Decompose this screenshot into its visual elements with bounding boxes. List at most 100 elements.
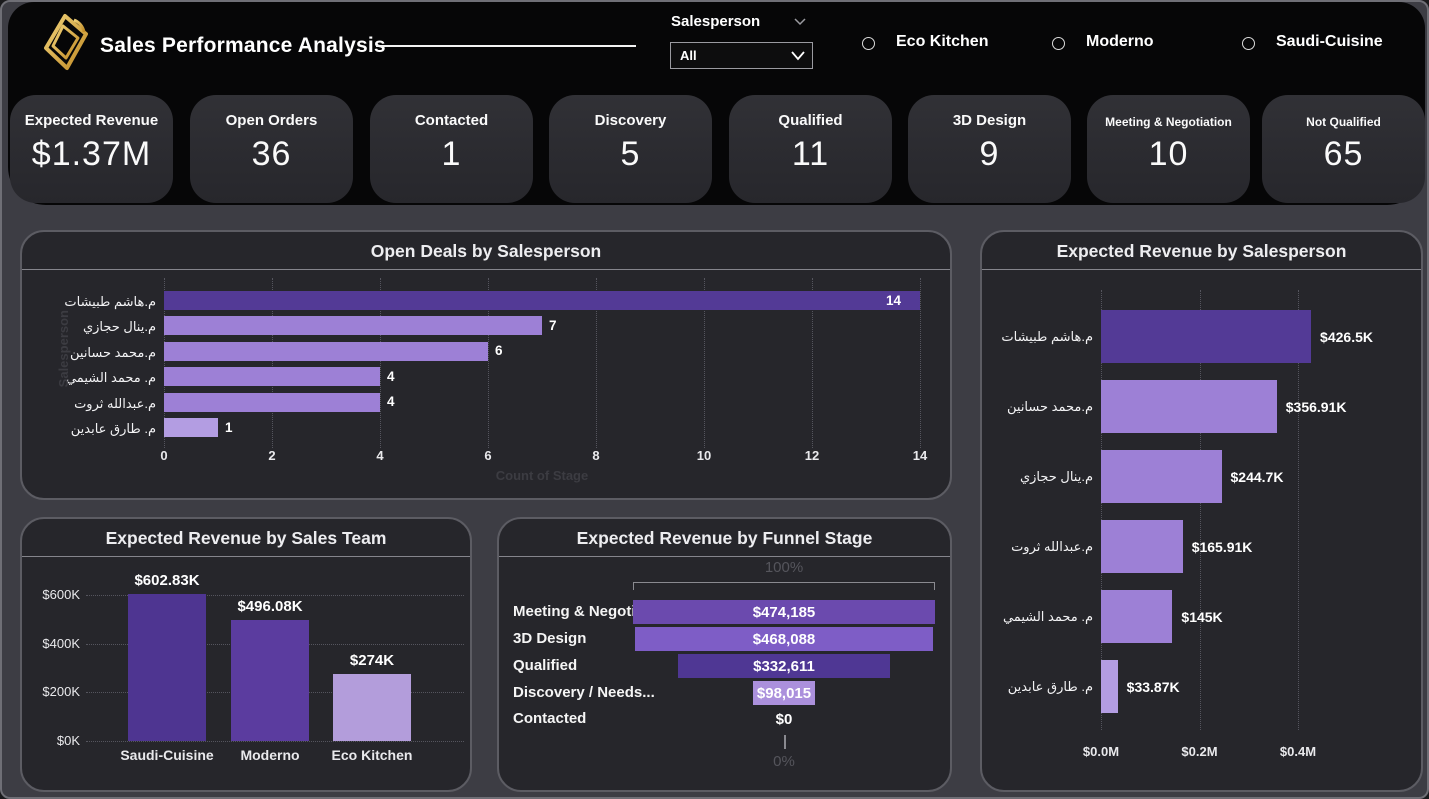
bar-value-label: 4	[387, 368, 395, 384]
funnel-top-percent: 100%	[764, 559, 804, 576]
x-axis-title: Count of Stage	[495, 468, 589, 483]
kpi-card-1[interactable]: Open Orders 36	[190, 95, 353, 203]
kpi-card-4[interactable]: Qualified 11	[729, 95, 892, 203]
funnel-value-label: $0	[775, 710, 793, 728]
gridline	[704, 278, 705, 448]
category-label: م. طارق عابدين	[70, 421, 156, 436]
y-tick-label: $400K	[42, 635, 80, 651]
gridline	[812, 278, 813, 448]
kpi-value: $1.37M	[31, 135, 152, 173]
gridline	[1101, 290, 1102, 730]
funnel-stage-label: Meeting & Negoti...	[513, 603, 648, 620]
category-label: Saudi-Cuisine	[120, 747, 214, 763]
x-tick-label: 8	[592, 448, 600, 463]
bar-1[interactable]	[1101, 380, 1277, 433]
kpi-value: 9	[979, 135, 1000, 173]
kpi-value: 5	[620, 135, 641, 173]
y-axis-title: Salesperson	[56, 310, 71, 388]
radio-icon[interactable]	[862, 37, 875, 50]
team-option-eco-kitchen[interactable]: Eco Kitchen	[862, 32, 1002, 56]
team-option-label: Eco Kitchen	[896, 33, 989, 50]
page-title: Sales Performance Analysis	[100, 34, 386, 57]
panel-revenue-by-team: Expected Revenue by Sales Team $0K $200K $…	[20, 517, 472, 792]
kpi-value: 11	[791, 135, 830, 173]
bar-2[interactable]	[164, 341, 488, 361]
x-tick-label: 4	[376, 448, 384, 463]
x-tick-label: 6	[484, 448, 492, 463]
kpi-card-0[interactable]: Expected Revenue $1.37M	[10, 95, 173, 203]
category-label: Eco Kitchen	[331, 747, 413, 763]
chart-title: Open Deals by Salesperson	[22, 232, 950, 270]
category-label: م.ينال حجازي	[82, 319, 156, 335]
gridline	[380, 278, 381, 448]
x-tick-label: 14	[912, 448, 928, 463]
funnel-bar-2[interactable]	[678, 654, 890, 678]
gridline	[86, 741, 464, 742]
chart-title: Expected Revenue by Sales Team	[22, 519, 470, 557]
category-label: م. محمد الشيمي	[65, 370, 156, 386]
bar-3[interactable]	[164, 367, 380, 387]
funnel-bar-1[interactable]	[634, 627, 934, 651]
salesperson-dropdown[interactable]: All	[670, 42, 813, 69]
bar-value-label: $165.91K	[1191, 538, 1253, 555]
kpi-label: Qualified	[778, 112, 843, 129]
radio-icon[interactable]	[1242, 37, 1255, 50]
gridline	[164, 278, 165, 448]
kpi-card-6[interactable]: Meeting & Negotiation 10	[1087, 95, 1250, 203]
funnel-bottom-tick	[784, 735, 786, 749]
bar-1[interactable]	[164, 316, 542, 336]
kpi-card-5[interactable]: 3D Design 9	[908, 95, 1071, 203]
gridline	[272, 278, 273, 448]
kpi-card-2[interactable]: Contacted 1	[370, 95, 533, 203]
bar-value-label: $356.91K	[1285, 398, 1347, 415]
bar-0[interactable]	[164, 291, 920, 310]
bar-value-label: $426.5K	[1320, 328, 1373, 345]
gridline	[596, 278, 597, 448]
x-tick-label: $0.4M	[1279, 744, 1317, 759]
kpi-card-7[interactable]: Not Qualified 65	[1262, 95, 1425, 203]
team-option-moderno[interactable]: Moderno	[1052, 32, 1182, 56]
funnel-value-label: $98,015	[756, 684, 812, 702]
bar-2[interactable]	[1101, 450, 1222, 503]
category-label: م.محمد حسانين	[1007, 399, 1093, 414]
funnel-bar-3[interactable]	[752, 681, 816, 705]
bar-4[interactable]	[1101, 590, 1173, 643]
radio-icon[interactable]	[1052, 37, 1065, 50]
y-tick-label: $600K	[42, 586, 80, 602]
x-tick-label: 12	[804, 448, 820, 463]
bar-value-label: 6	[495, 343, 503, 359]
bar-0[interactable]	[1101, 310, 1312, 363]
category-label: م.محمد حسانين	[70, 344, 156, 360]
bar-5[interactable]	[1101, 660, 1118, 713]
slicer-collapse-icon[interactable]	[794, 18, 806, 26]
bar-0[interactable]	[128, 594, 206, 741]
revenue-by-salesperson-chart: $0.0M $0.2M $0.4M م.هاشم طبيشات $426.5K م.محم…	[982, 232, 1421, 790]
funnel-stage-label: Discovery / Needs...	[513, 684, 655, 701]
chart-title: Expected Revenue by Funnel Stage	[499, 519, 950, 557]
x-tick-label: $0.0M	[1082, 744, 1120, 759]
category-label: م.ينال حجازي	[1019, 469, 1093, 484]
bar-value-label: 7	[549, 317, 557, 333]
team-option-saudi-cuisine[interactable]: Saudi-Cuisine	[1242, 32, 1402, 56]
slicer-label: Salesperson	[671, 13, 761, 30]
category-label: م.عبدالله ثروت	[1011, 539, 1093, 554]
panel-revenue-by-funnel: Expected Revenue by Funnel Stage 100% Mee…	[497, 517, 952, 792]
kpi-label: Open Orders	[225, 112, 318, 129]
kpi-value: 36	[251, 135, 292, 173]
bar-1[interactable]	[231, 620, 309, 741]
revenue-by-team-chart: $0K $200K $400K $600K $602.83K Saudi-Cuisine $…	[22, 519, 470, 790]
bar-2[interactable]	[333, 674, 411, 741]
kpi-card-3[interactable]: Discovery 5	[549, 95, 712, 203]
bar-value-label: $496.08K	[237, 598, 303, 616]
kpi-label: Contacted	[414, 112, 489, 129]
kpi-value: 65	[1323, 135, 1364, 173]
bar-value-label: $274K	[349, 652, 395, 670]
bar-3[interactable]	[1101, 520, 1183, 573]
category-label: Moderno	[240, 747, 300, 763]
bar-value-label: 14	[886, 292, 902, 308]
bar-5[interactable]	[164, 418, 218, 437]
bar-4[interactable]	[164, 392, 380, 412]
funnel-bar-0[interactable]	[633, 600, 935, 624]
funnel-bracket	[633, 582, 935, 590]
